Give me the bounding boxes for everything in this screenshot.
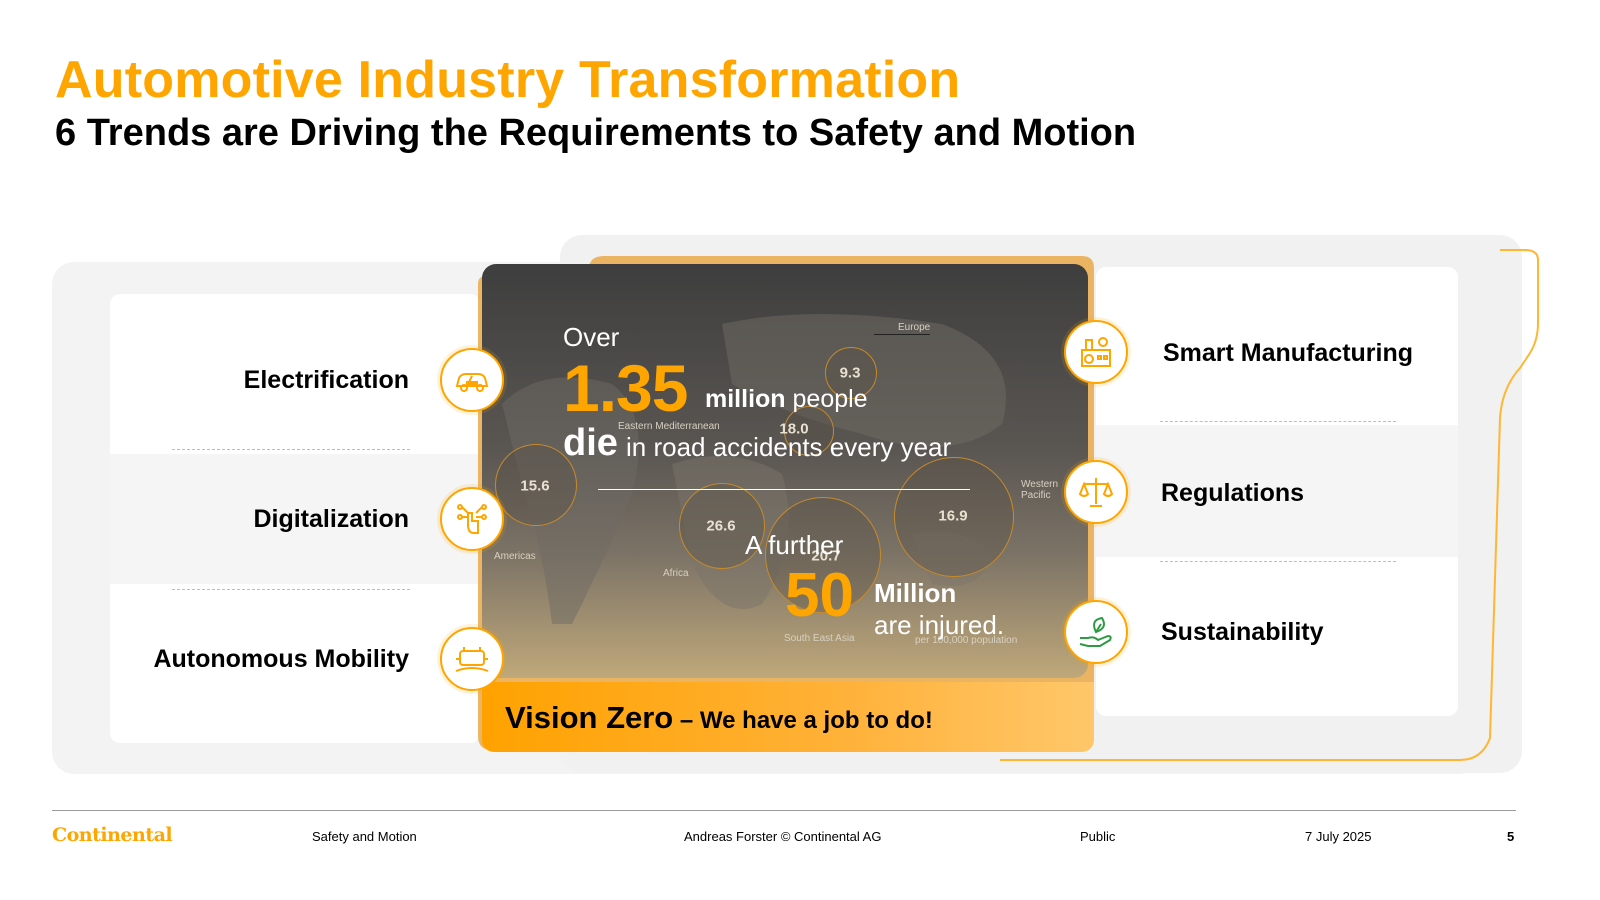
divider — [172, 449, 410, 450]
region-label-africa: Africa — [663, 568, 689, 579]
footer-date: 7 July 2025 — [1305, 829, 1372, 844]
trend-smart-manufacturing: Smart Manufacturing — [1163, 339, 1414, 367]
deaths-million: million — [705, 385, 786, 413]
footer-divider — [52, 810, 1516, 811]
trend-sustainability: Sustainability — [1161, 618, 1324, 646]
scales-icon — [1064, 460, 1128, 524]
divider — [1160, 561, 1396, 562]
stat-divider — [598, 489, 970, 490]
footer-author: Andreas Forster © Continental AG — [684, 829, 882, 844]
autonomous-car-icon — [440, 627, 504, 691]
electric-car-icon — [440, 348, 504, 412]
injured-text: are injured. — [874, 610, 1005, 640]
bubble-europe — [825, 347, 877, 399]
plant-hand-icon — [1064, 600, 1128, 664]
stat-road-text: in road accidents every year — [626, 432, 952, 462]
value-south-east-asia: 20.7 — [811, 547, 841, 565]
orange-accent-outline — [1000, 249, 1539, 761]
value-western-pacific: 16.9 — [938, 507, 968, 525]
value-africa: 26.6 — [706, 517, 736, 535]
bubble-americas — [495, 444, 577, 526]
trend-electrification: Electrification — [243, 366, 409, 394]
trend-digitalization: Digitalization — [253, 505, 409, 533]
stat-further: A further — [745, 530, 844, 560]
card-stripe — [110, 454, 480, 584]
region-label-south-east-asia: South East Asia — [784, 633, 855, 644]
page-title: Automotive Industry Transformation — [55, 51, 961, 109]
deaths-people: people — [792, 385, 868, 413]
injured-value: 50 — [785, 561, 854, 630]
vision-zero-text: Vision Zero – We have a job to do! — [505, 700, 933, 736]
deaths-value: 1.35 — [563, 351, 688, 425]
bubble-south-east-asia — [765, 497, 881, 613]
region-label-eastern-mediterranean: Eastern Mediterranean — [618, 421, 720, 432]
card-stripe — [1096, 425, 1458, 557]
bubble-eastern-mediterranean — [784, 406, 834, 456]
trend-regulations: Regulations — [1161, 479, 1305, 507]
region-label-europe: Europe — [898, 322, 931, 333]
right-trends-card — [1096, 267, 1458, 716]
value-eastern-mediterranean: 18.0 — [779, 420, 809, 438]
divider — [1160, 421, 1396, 422]
region-label-western-pacific: Western Pacific — [1021, 479, 1059, 501]
stat-die: die — [563, 422, 618, 464]
injured-million: Million — [874, 578, 957, 608]
value-europe: 9.3 — [839, 364, 861, 382]
page-subtitle: 6 Trends are Driving the Requirements to… — [55, 112, 1137, 154]
europe-leader-line — [874, 334, 930, 335]
bubble-africa — [679, 483, 765, 569]
per-population-note: per 100,000 population — [915, 635, 1018, 646]
continental-logo: Continental — [52, 824, 173, 846]
footer-classification: Public — [1080, 829, 1116, 844]
value-americas: 15.6 — [520, 477, 550, 495]
footer-page-number: 5 — [1507, 829, 1515, 844]
vision-zero-main: Vision Zero — [505, 700, 674, 735]
bubble-western-pacific — [894, 457, 1014, 577]
vision-zero-rest: – We have a job to do! — [673, 707, 933, 734]
vision-zero-bar — [482, 682, 1094, 752]
deaths-unit: million people — [705, 385, 868, 414]
trend-autonomous-mobility: Autonomous Mobility — [153, 645, 409, 673]
factory-icon — [1064, 320, 1128, 384]
region-label-americas: Americas — [494, 551, 536, 562]
divider — [172, 589, 410, 590]
left-trends-card — [110, 294, 480, 743]
footer-topic: Safety and Motion — [312, 829, 417, 844]
digital-hand-icon — [440, 487, 504, 551]
stat-over: Over — [563, 322, 620, 352]
